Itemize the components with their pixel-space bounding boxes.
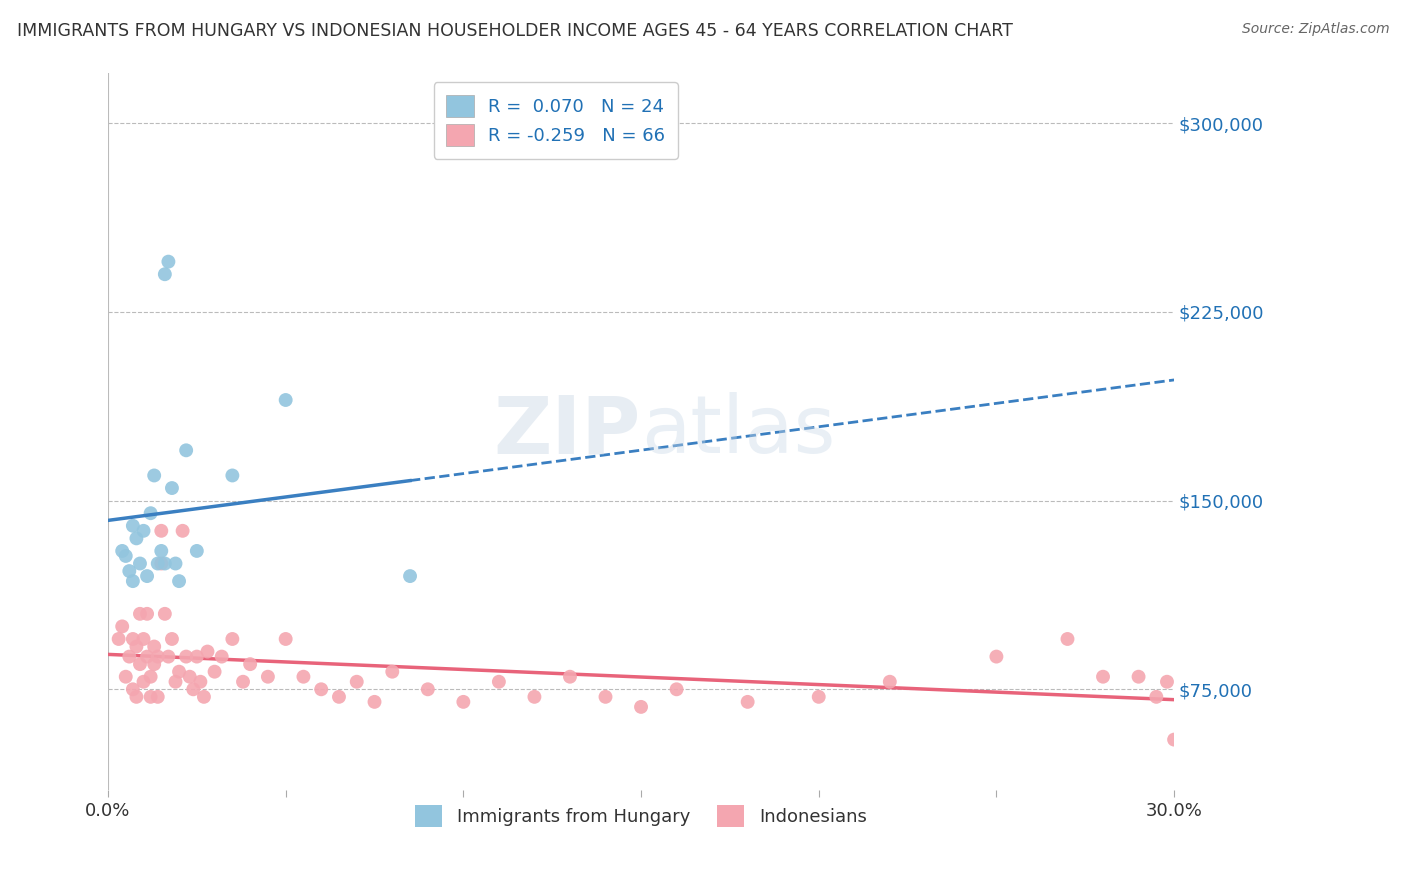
Point [150, 544, 173, 558]
Point [211, 649, 233, 664]
Point [129, 607, 152, 621]
Point [111, 619, 134, 633]
Point [132, 632, 155, 646]
Point [232, 674, 254, 689]
Point [737, 695, 759, 709]
Point [125, 690, 148, 704]
Point [179, 670, 201, 684]
Point [136, 607, 159, 621]
Point [274, 632, 297, 646]
Point [239, 657, 262, 672]
Point [121, 518, 143, 533]
Point [121, 632, 143, 646]
Point [146, 557, 169, 571]
Point [121, 574, 143, 588]
Point [139, 670, 162, 684]
Point [523, 690, 546, 704]
Point [595, 690, 617, 704]
Point [167, 665, 190, 679]
Point [146, 649, 169, 664]
Point [221, 632, 243, 646]
Point [292, 670, 315, 684]
Point [309, 682, 332, 697]
Point [114, 549, 136, 563]
Point [167, 574, 190, 588]
Point [488, 674, 510, 689]
Point [174, 649, 197, 664]
Point [136, 569, 159, 583]
Text: IMMIGRANTS FROM HUNGARY VS INDONESIAN HOUSEHOLDER INCOME AGES 45 - 64 YEARS CORR: IMMIGRANTS FROM HUNGARY VS INDONESIAN HO… [17, 22, 1012, 40]
Point [328, 690, 350, 704]
Point [118, 564, 141, 578]
Point [157, 254, 180, 268]
Text: atlas: atlas [641, 392, 835, 470]
Point [346, 674, 368, 689]
Point [153, 267, 176, 281]
Point [160, 481, 183, 495]
Point [153, 607, 176, 621]
Point [1156, 674, 1178, 689]
Point [111, 544, 134, 558]
Point [157, 649, 180, 664]
Point [274, 392, 297, 407]
Legend: Immigrants from Hungary, Indonesians: Immigrants from Hungary, Indonesians [408, 798, 875, 835]
Point [1163, 732, 1185, 747]
Point [146, 690, 169, 704]
Point [114, 670, 136, 684]
Point [165, 557, 187, 571]
Point [153, 557, 176, 571]
Point [807, 690, 830, 704]
Point [204, 665, 226, 679]
Point [125, 640, 148, 654]
Point [139, 506, 162, 520]
Point [416, 682, 439, 697]
Point [558, 670, 581, 684]
Point [186, 649, 208, 664]
Point [453, 695, 475, 709]
Point [363, 695, 385, 709]
Point [118, 649, 141, 664]
Point [665, 682, 688, 697]
Point [181, 682, 204, 697]
Point [257, 670, 280, 684]
Point [129, 657, 152, 672]
Point [986, 649, 1008, 664]
Point [132, 674, 155, 689]
Point [186, 544, 208, 558]
Point [143, 468, 166, 483]
Point [136, 649, 159, 664]
Text: Source: ZipAtlas.com: Source: ZipAtlas.com [1241, 22, 1389, 37]
Point [143, 640, 166, 654]
Point [174, 443, 197, 458]
Point [1144, 690, 1167, 704]
Point [190, 674, 212, 689]
Point [197, 644, 219, 658]
Point [630, 699, 652, 714]
Point [172, 524, 194, 538]
Point [150, 524, 173, 538]
Point [1092, 670, 1115, 684]
Point [139, 690, 162, 704]
Point [160, 632, 183, 646]
Point [1128, 670, 1150, 684]
Point [381, 665, 404, 679]
Point [150, 557, 173, 571]
Point [193, 690, 215, 704]
Point [165, 674, 187, 689]
Text: ZIP: ZIP [494, 392, 641, 470]
Point [879, 674, 901, 689]
Point [143, 657, 166, 672]
Point [129, 557, 152, 571]
Point [399, 569, 422, 583]
Point [132, 524, 155, 538]
Point [1056, 632, 1078, 646]
Point [121, 682, 143, 697]
Point [107, 632, 129, 646]
Point [221, 468, 243, 483]
Point [125, 532, 148, 546]
